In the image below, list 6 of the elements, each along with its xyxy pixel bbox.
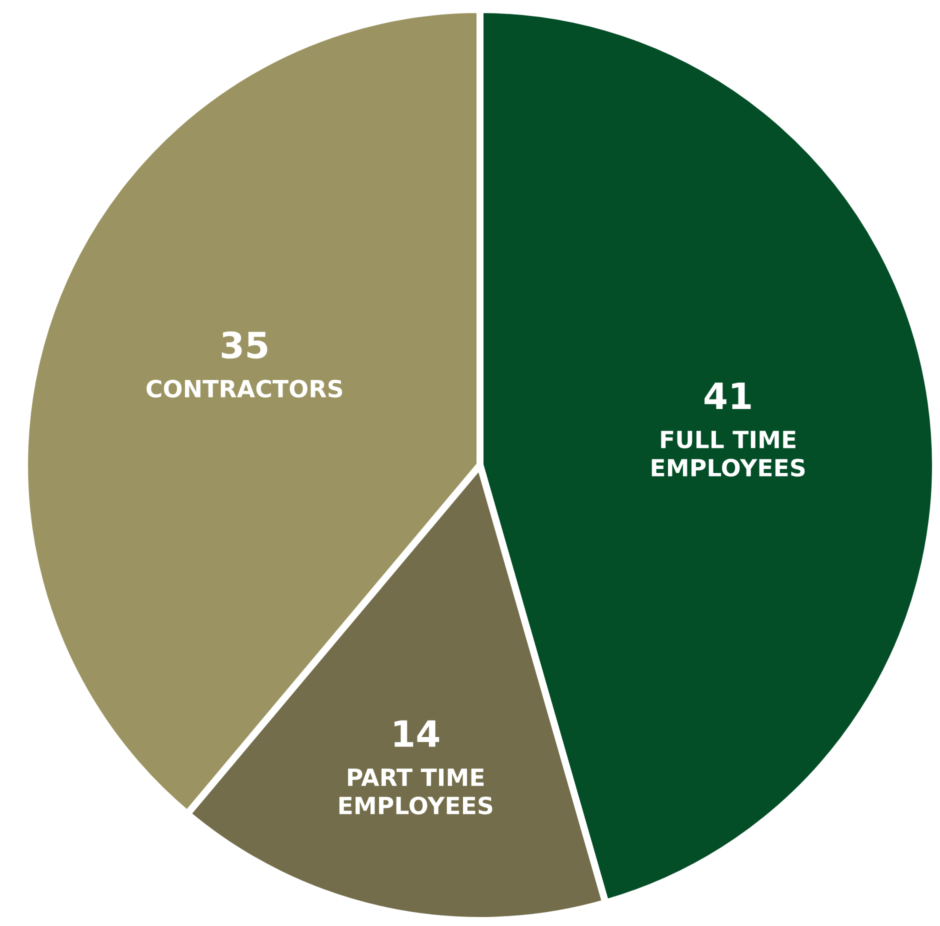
data-label: 14 [394,720,440,747]
data-label: 35 [222,331,268,359]
slice-label: CONTRACTORS [146,380,342,398]
slice-label: FULL TIME EMPLOYEES [652,430,805,477]
slice-label: PART TIME EMPLOYEES [339,768,492,814]
data-label: 41 [704,382,751,409]
